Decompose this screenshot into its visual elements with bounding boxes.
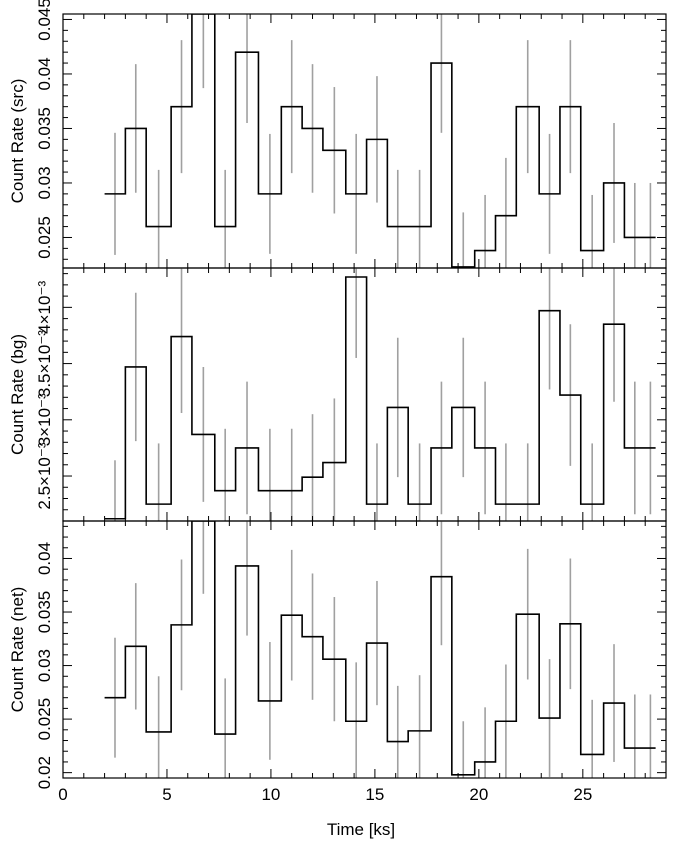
y-axis-label: Count Rate (src) xyxy=(8,79,27,204)
x-axis-label: Time [ks] xyxy=(327,820,395,839)
y-tick-label: 0.03 xyxy=(35,649,54,682)
y-tick-label: 0.025 xyxy=(35,216,54,259)
x-tick-label: 0 xyxy=(58,785,67,804)
y-axis-label: Count Rate (bg) xyxy=(8,334,27,455)
y-tick-label: 3×10⁻³ xyxy=(35,393,54,446)
error-bars xyxy=(114,14,652,268)
x-tick-label: 10 xyxy=(261,785,280,804)
y-tick-label: 0.02 xyxy=(35,756,54,789)
panel-3: 0.02 0.025 0.03 0.035 0.04 Count Rate (net) xyxy=(8,520,667,789)
y-tick-label: 3.5×10⁻³ xyxy=(35,330,54,397)
x-tick-label: 5 xyxy=(162,785,171,804)
x-tick-label: 25 xyxy=(573,785,592,804)
y-tick-label: 0.035 xyxy=(35,591,54,634)
step-line xyxy=(104,521,656,776)
y-tick-label: 0.03 xyxy=(35,166,54,199)
y-tick-label: 0.045 xyxy=(35,0,54,41)
y-tick-label: 0.04 xyxy=(35,57,54,90)
error-bars xyxy=(114,521,652,778)
y-tick-label: 0.035 xyxy=(35,107,54,150)
x-tick-label: 15 xyxy=(365,785,384,804)
y-tick-label: 0.025 xyxy=(35,698,54,741)
step-line xyxy=(104,276,656,520)
panel-1: 0.025 0.03 0.035 0.04 0.045 Count Rate (src) xyxy=(8,0,667,269)
panel-frame xyxy=(62,13,667,269)
y-tick-label: 4×10⁻³ xyxy=(35,281,54,334)
step-line xyxy=(104,14,656,268)
y-tick-label: 0.04 xyxy=(35,542,54,575)
panel-2: 2.5×10⁻³3×10⁻³3.5×10⁻³4×10⁻³ Count Rate (… xyxy=(8,267,667,522)
x-tick-label: 20 xyxy=(469,785,488,804)
x-axis: Time [ks] 0 5 10 15 20 25 xyxy=(58,785,592,839)
panel-frame xyxy=(62,520,667,779)
y-tick-label: 2.5×10⁻³ xyxy=(35,442,54,509)
panels-group: 0.025 0.03 0.035 0.04 0.045 Count Rate (src) 2… xyxy=(8,0,667,789)
y-axis-label: Count Rate (net) xyxy=(8,587,27,713)
